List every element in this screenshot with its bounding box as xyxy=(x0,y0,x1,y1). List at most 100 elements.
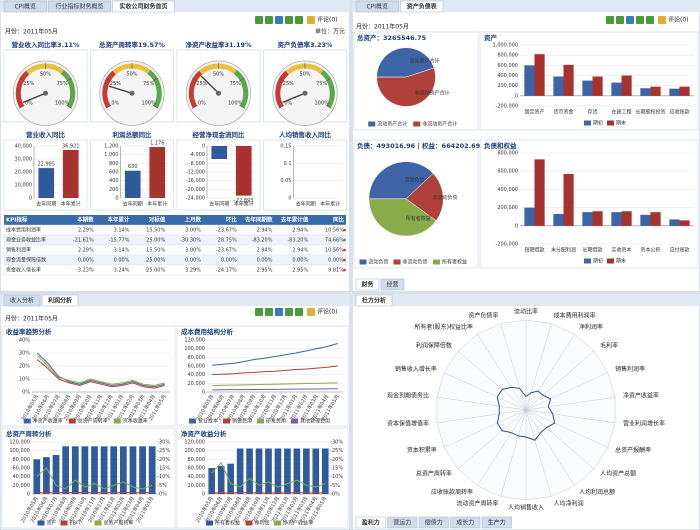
table-cell: 2.94% xyxy=(292,228,308,234)
y-tick-label: 20,000 xyxy=(188,483,206,489)
tool-icon[interactable] xyxy=(255,16,263,24)
comment-button[interactable]: 评论(0) xyxy=(317,16,338,24)
tab-label[interactable]: 利润分析 xyxy=(47,297,72,305)
tool-icon[interactable] xyxy=(265,16,273,24)
legend-label: 研发费用 xyxy=(266,418,286,425)
tab-label[interactable]: 资产负债表 xyxy=(407,3,438,11)
table-header-cell: KPI指标 xyxy=(6,216,28,224)
tool-icon[interactable] xyxy=(275,16,283,24)
gauge-band xyxy=(233,69,249,109)
tool-icon[interactable] xyxy=(285,308,293,316)
tool-icon[interactable] xyxy=(646,16,654,24)
radar-spoke xyxy=(525,409,552,497)
bar xyxy=(592,76,603,96)
tab[interactable] xyxy=(355,516,386,529)
y-tick-label: 15% xyxy=(332,466,343,472)
tab[interactable] xyxy=(450,516,481,529)
radar-spoke xyxy=(525,372,608,411)
status-dot xyxy=(343,228,346,232)
gauge-needle xyxy=(200,75,219,94)
y-tick-label: 80,000 xyxy=(13,457,31,463)
legend-swatch xyxy=(113,418,121,424)
tool-icon[interactable] xyxy=(616,16,624,24)
tool-icon[interactable] xyxy=(606,16,614,24)
comment-icon[interactable] xyxy=(307,308,315,316)
comment-button[interactable]: 评论(0) xyxy=(317,308,338,316)
x-tick-label: 货币资金 xyxy=(553,109,573,116)
tab-label[interactable]: 财务 xyxy=(360,281,374,289)
bar xyxy=(246,448,253,494)
radar-axis-label: 销售利润率 xyxy=(615,365,645,373)
y-tick-label: 1,200 xyxy=(104,144,118,150)
tab-label[interactable]: 营运力 xyxy=(393,519,411,527)
bar xyxy=(38,168,55,198)
radar-axis-label: 应收账款周转率 xyxy=(431,488,473,496)
tab-label[interactable]: CPI概览 xyxy=(14,3,36,11)
tool-icon[interactable] xyxy=(285,16,293,24)
tab-label[interactable]: 收入分析 xyxy=(10,297,34,305)
tab[interactable] xyxy=(355,294,393,307)
bar xyxy=(284,448,291,494)
radar-spoke xyxy=(500,323,527,411)
tab-label[interactable]: 杜方分析 xyxy=(362,297,386,305)
y-tick-label: 20,000 xyxy=(15,170,33,176)
tab[interactable] xyxy=(355,278,380,291)
comment-icon[interactable] xyxy=(658,16,666,24)
tab[interactable] xyxy=(387,516,418,529)
data-label: -22,893 xyxy=(234,198,253,204)
tab-strip xyxy=(0,294,350,306)
comment-button[interactable]: 评论(0) xyxy=(668,16,689,24)
tab-label[interactable]: 实收公司财务首页 xyxy=(119,3,167,11)
tab[interactable] xyxy=(481,516,512,529)
slice-label: 流动负债 xyxy=(405,176,425,183)
gauge-tick xyxy=(105,105,112,109)
gauge-tick-label: 50% xyxy=(40,71,51,77)
tool-icon[interactable] xyxy=(265,308,273,316)
tool-icon[interactable] xyxy=(295,16,303,24)
bar xyxy=(217,465,225,494)
tab[interactable] xyxy=(3,294,41,307)
x-tick-label: 本年累计 xyxy=(234,201,254,208)
x-tick-label: 未分配利润 xyxy=(551,247,576,254)
tab[interactable] xyxy=(418,516,449,529)
tab[interactable] xyxy=(380,278,405,291)
tab-label[interactable]: 偿债力 xyxy=(425,519,443,527)
tab-label[interactable]: 盈利力 xyxy=(361,519,380,527)
tab[interactable] xyxy=(48,0,111,13)
tool-icon[interactable] xyxy=(275,308,283,316)
gauge-needle xyxy=(282,92,306,104)
tab[interactable] xyxy=(400,0,444,13)
legend-label: 其他管理费用 xyxy=(300,418,330,425)
tab-label[interactable]: 成长力 xyxy=(456,519,474,527)
radar-axis-label: 人均销售收入 xyxy=(508,504,544,512)
comment-icon[interactable] xyxy=(307,16,315,24)
tab[interactable] xyxy=(41,294,79,307)
tab[interactable] xyxy=(355,0,399,13)
y-tick-label: -200,000 xyxy=(496,242,518,248)
bar xyxy=(129,446,137,494)
gauge-tick-label: 75% xyxy=(316,81,327,87)
tool-icon[interactable] xyxy=(295,308,303,316)
tab-label[interactable]: 行业指标财务概览 xyxy=(55,3,103,11)
tab-label[interactable]: 生产力 xyxy=(488,519,506,527)
tool-icon[interactable] xyxy=(626,16,634,24)
bar xyxy=(236,448,244,494)
legend-label: 净资产收益率 xyxy=(283,520,313,527)
gauge-tick xyxy=(66,77,72,82)
tab[interactable] xyxy=(3,0,47,13)
gauge-tick xyxy=(152,105,159,109)
bar xyxy=(563,64,574,96)
tab-label[interactable]: CPI概览 xyxy=(366,3,388,11)
tab[interactable] xyxy=(112,0,175,13)
table-cell: 0.00% xyxy=(185,258,201,264)
table-cell: 现金业务收益比率 xyxy=(6,237,46,244)
chart-title: 总资产：3265546.75 xyxy=(357,33,427,42)
tool-icon[interactable] xyxy=(636,16,644,24)
radar-axis-label: 资本保值增值率 xyxy=(387,419,429,427)
tab-label[interactable]: 经营 xyxy=(386,281,398,289)
table-cell: 2.29% xyxy=(78,228,94,234)
bar xyxy=(669,88,680,96)
tool-icon[interactable] xyxy=(255,308,263,316)
gauge-tick xyxy=(19,77,25,82)
gauge-tick-label: 75% xyxy=(230,81,241,87)
